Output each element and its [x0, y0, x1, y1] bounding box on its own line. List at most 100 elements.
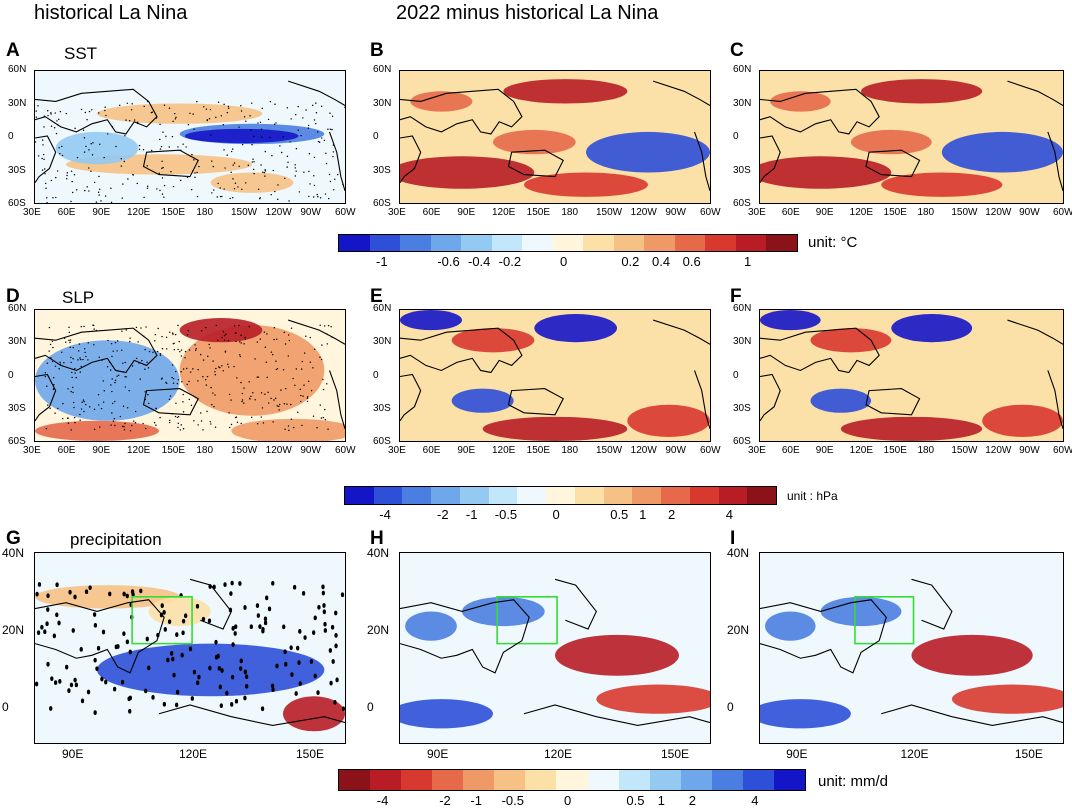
anomaly-region [596, 684, 710, 714]
colorbar-swatch [432, 770, 464, 790]
significance-dot [44, 173, 46, 175]
significance-dot [36, 630, 41, 635]
significance-dot [42, 153, 45, 156]
significance-dot [209, 421, 212, 423]
significance-dot [181, 630, 185, 636]
significance-dot [75, 376, 78, 379]
pF-field [760, 310, 1063, 441]
significance-dot [54, 112, 57, 114]
significance-dot [284, 343, 287, 345]
colorbar-slp-unit: unit : hPa [787, 489, 838, 503]
significance-dot [79, 646, 83, 652]
significance-dot [124, 386, 127, 388]
lon-tick-label: 60E [57, 207, 76, 218]
significance-dot [324, 418, 327, 421]
significance-dot [225, 333, 227, 335]
significance-dot [224, 351, 227, 353]
significance-dot [171, 656, 175, 662]
significance-dot [46, 593, 50, 599]
significance-dot [111, 378, 113, 380]
significance-dot [184, 350, 187, 353]
significance-dot [301, 360, 304, 363]
significance-dot [44, 182, 47, 185]
colorbar-swatch [525, 770, 557, 790]
significance-dot [145, 636, 149, 642]
significance-dot [259, 121, 262, 124]
significance-dot [319, 404, 321, 406]
significance-dot [122, 183, 124, 185]
significance-dot [168, 107, 171, 109]
colorbar-swatch [345, 487, 374, 504]
significance-dot [282, 624, 286, 630]
significance-dot [308, 195, 310, 198]
significance-dot [161, 377, 163, 379]
significance-dot [72, 386, 74, 389]
significance-dot [248, 397, 251, 400]
significance-dot [144, 348, 146, 351]
significance-dot [37, 105, 39, 107]
significance-dot [228, 412, 230, 414]
significance-dot [172, 343, 175, 345]
pB-field [400, 71, 710, 203]
significance-dot [309, 183, 311, 185]
significance-dot [330, 624, 335, 630]
significance-dot [214, 639, 218, 645]
significance-dot [263, 616, 268, 622]
colorbar-swatch [661, 487, 690, 504]
coastline [760, 374, 780, 420]
significance-dot [263, 331, 266, 333]
significance-dot [117, 374, 120, 376]
significance-dot [222, 370, 225, 372]
significance-dot [111, 402, 114, 405]
significance-dot [306, 400, 309, 403]
significance-dot [176, 416, 179, 419]
significance-dot [179, 351, 181, 353]
significance-dot [272, 421, 274, 423]
significance-dot [212, 360, 214, 362]
significance-dot [312, 415, 315, 417]
significance-dot [171, 376, 173, 379]
significance-dot [144, 688, 148, 694]
map-panel-e-slp-diff [399, 309, 711, 442]
lon-tick-label: 90W [1019, 445, 1040, 456]
significance-dot [135, 357, 138, 360]
significance-dot [208, 118, 211, 120]
significance-dot [126, 407, 129, 409]
significance-dot [344, 106, 345, 109]
significance-dot [50, 113, 52, 115]
significance-dot [198, 165, 200, 168]
significance-dot [44, 375, 47, 378]
significance-dot [197, 380, 199, 382]
significance-dot [313, 673, 317, 679]
significance-dot [99, 143, 101, 146]
significance-dot [139, 378, 141, 380]
significance-dot [162, 610, 166, 615]
significance-dot [214, 374, 217, 376]
significance-dot [114, 400, 116, 403]
colorbar-tick-label: 0 [560, 254, 568, 269]
significance-dot [252, 158, 254, 160]
significance-dot [72, 401, 75, 404]
significance-dot [324, 325, 326, 327]
significance-dot [202, 429, 204, 431]
significance-dot [226, 154, 228, 156]
significance-dot [118, 104, 121, 107]
significance-dot [322, 378, 324, 381]
coastline [555, 579, 596, 629]
significance-dot [45, 427, 48, 430]
significance-dot [74, 372, 76, 374]
significance-dot [163, 184, 166, 187]
significance-dot [264, 346, 267, 348]
significance-dot [290, 672, 294, 677]
significance-dot [68, 331, 71, 334]
significance-dot [103, 390, 105, 392]
lat-tick-label: 60N [373, 303, 392, 314]
anomaly-region [534, 314, 617, 343]
significance-dot [254, 358, 256, 360]
significance-dot [270, 193, 272, 196]
significance-dot [197, 424, 199, 426]
significance-dot [65, 112, 68, 115]
significance-dot [46, 201, 48, 203]
significance-dot [221, 365, 223, 367]
significance-dot [243, 605, 247, 610]
